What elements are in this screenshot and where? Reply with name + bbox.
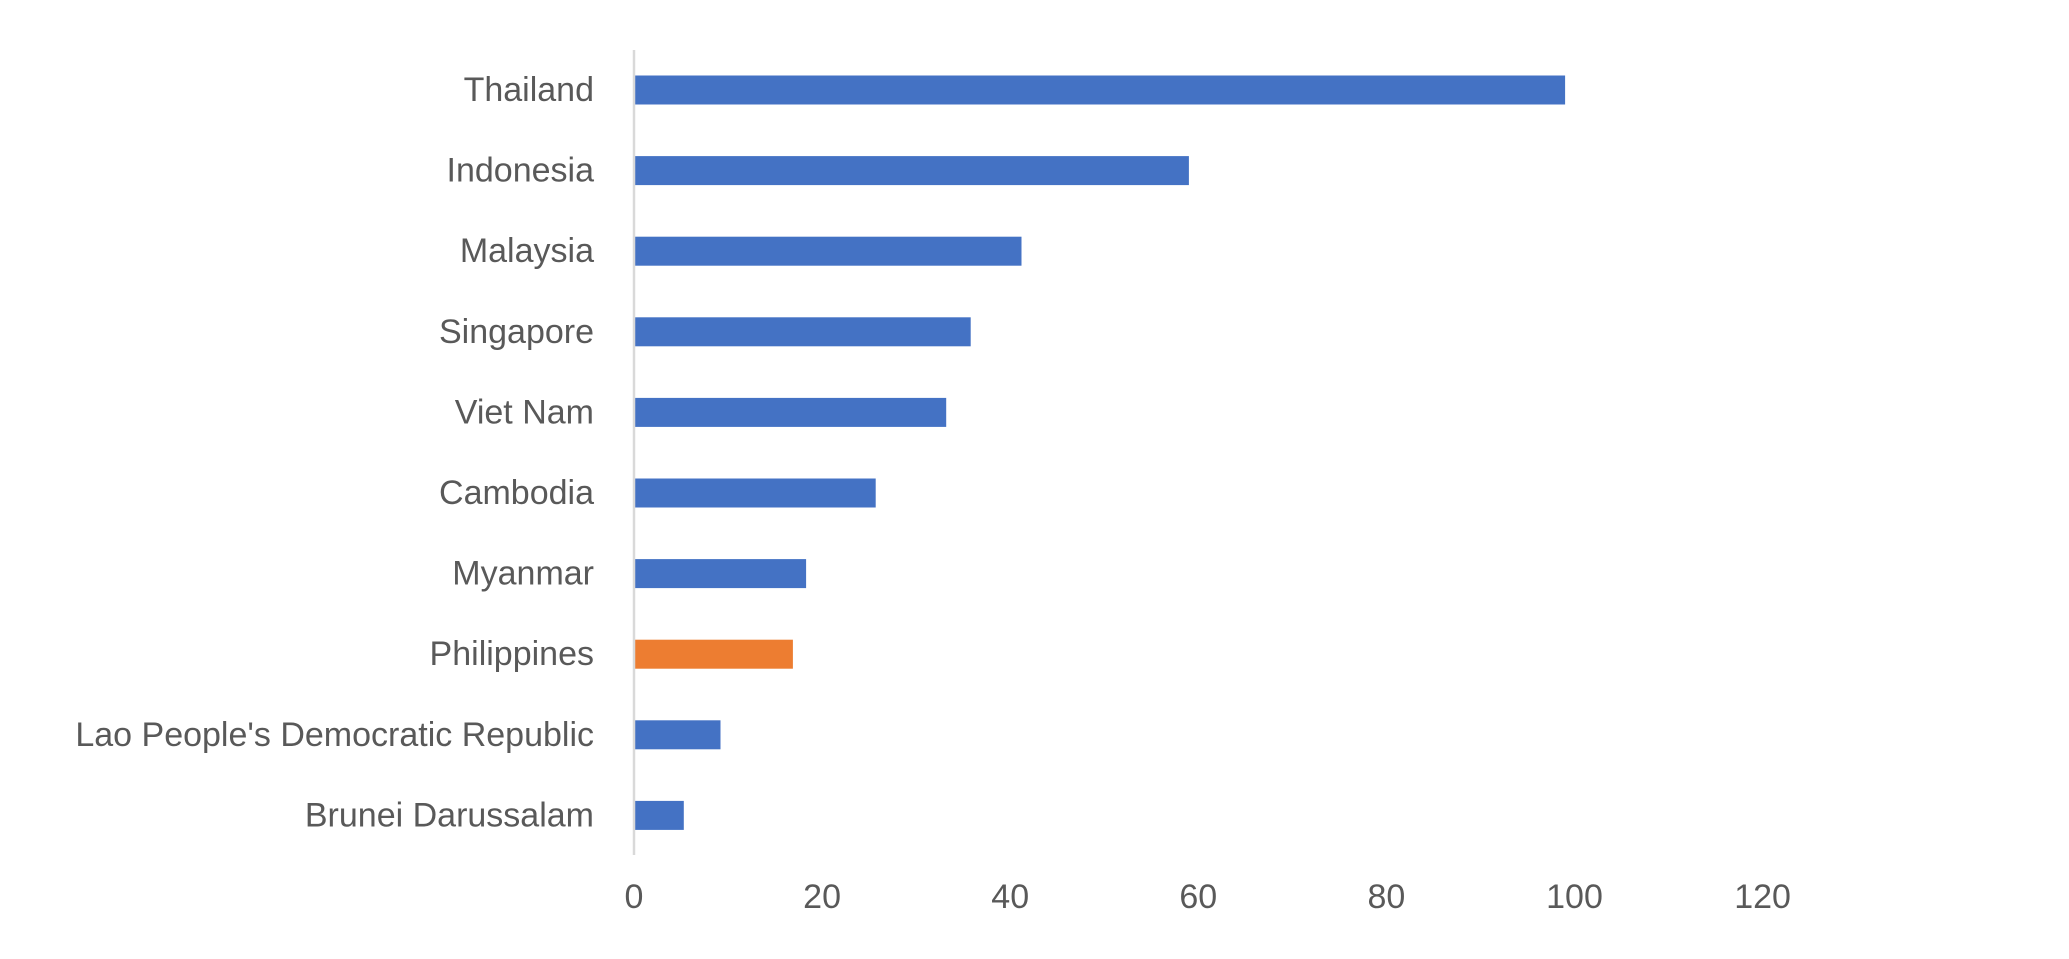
bar-lao-people-s-democratic-republic [634, 720, 721, 750]
category-labels: Thailand Indonesia Malaysia Singapore Viet N… [75, 71, 594, 834]
category-label: Thailand [464, 71, 594, 109]
category-label: Malaysia [460, 232, 594, 270]
bars-group [634, 75, 1566, 830]
bar-philippines [634, 639, 793, 669]
x-tick-label: 40 [991, 878, 1029, 916]
category-label: Viet Nam [455, 393, 594, 431]
bar-cambodia [634, 478, 876, 508]
x-tick-label: 20 [803, 878, 841, 916]
category-label: Singapore [439, 313, 594, 351]
category-label: Philippines [430, 635, 594, 673]
bar-myanmar [634, 559, 807, 589]
x-tick-label: 60 [1179, 878, 1217, 916]
category-label: Brunei Darussalam [305, 796, 594, 834]
bar-malaysia [634, 236, 1022, 266]
x-tick-label: 100 [1546, 878, 1603, 916]
category-label: Indonesia [447, 152, 595, 190]
x-tick-label: 120 [1734, 878, 1791, 916]
x-tick-label: 80 [1367, 878, 1405, 916]
x-axis-tick-labels: 0 20 40 60 80 100 120 [625, 878, 1791, 916]
x-tick-label: 0 [625, 878, 644, 916]
bar-thailand [634, 75, 1566, 105]
bar-singapore [634, 317, 971, 347]
bar-brunei-darussalam [634, 800, 684, 830]
category-label: Cambodia [439, 474, 594, 512]
category-label: Lao People's Democratic Republic [75, 716, 594, 754]
bar-indonesia [634, 156, 1189, 186]
category-label: Myanmar [452, 555, 594, 593]
bar-viet-nam [634, 397, 947, 427]
